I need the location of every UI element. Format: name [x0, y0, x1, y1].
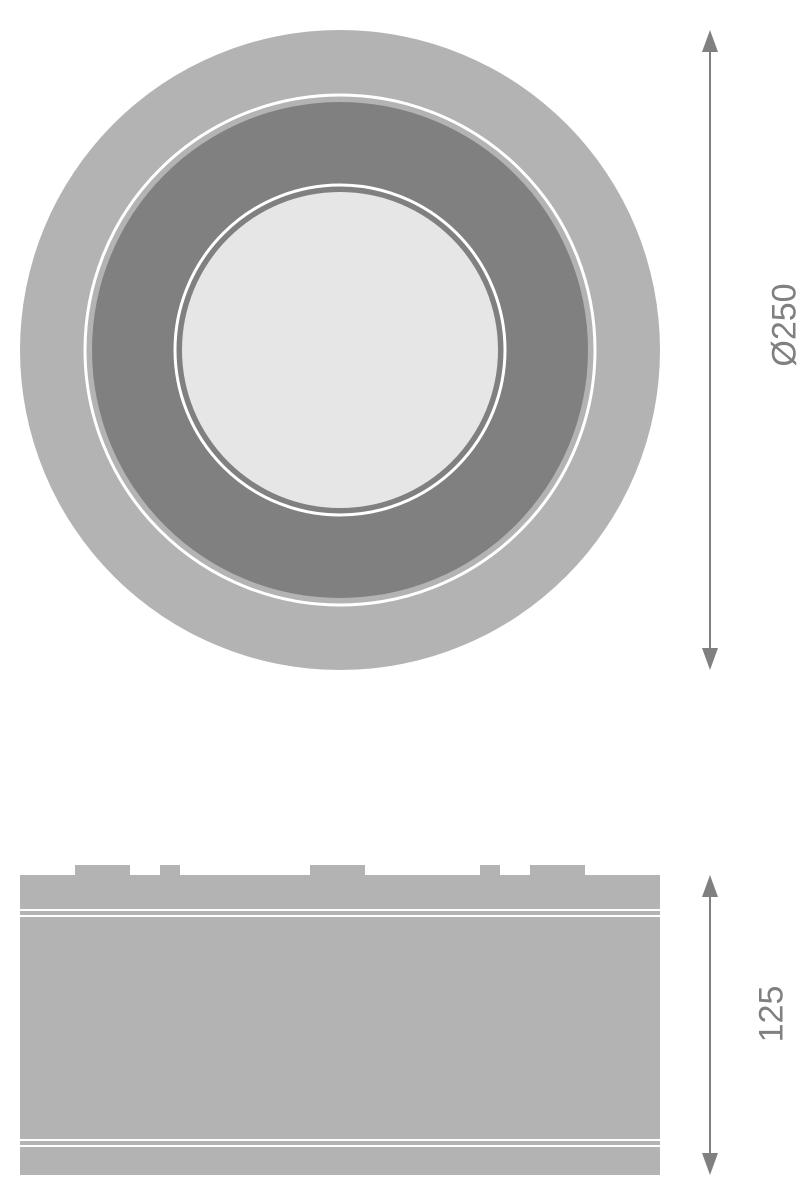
top-view [16, 26, 664, 674]
side-view [16, 861, 664, 1179]
technical-drawing: Ø250 125 [0, 0, 802, 1200]
dimension-diameter-arrow [700, 28, 720, 672]
dimension-diameter-label: Ø250 [768, 284, 802, 367]
dimension-height-label: 125 [754, 985, 788, 1042]
dimension-height-arrow [700, 873, 720, 1177]
